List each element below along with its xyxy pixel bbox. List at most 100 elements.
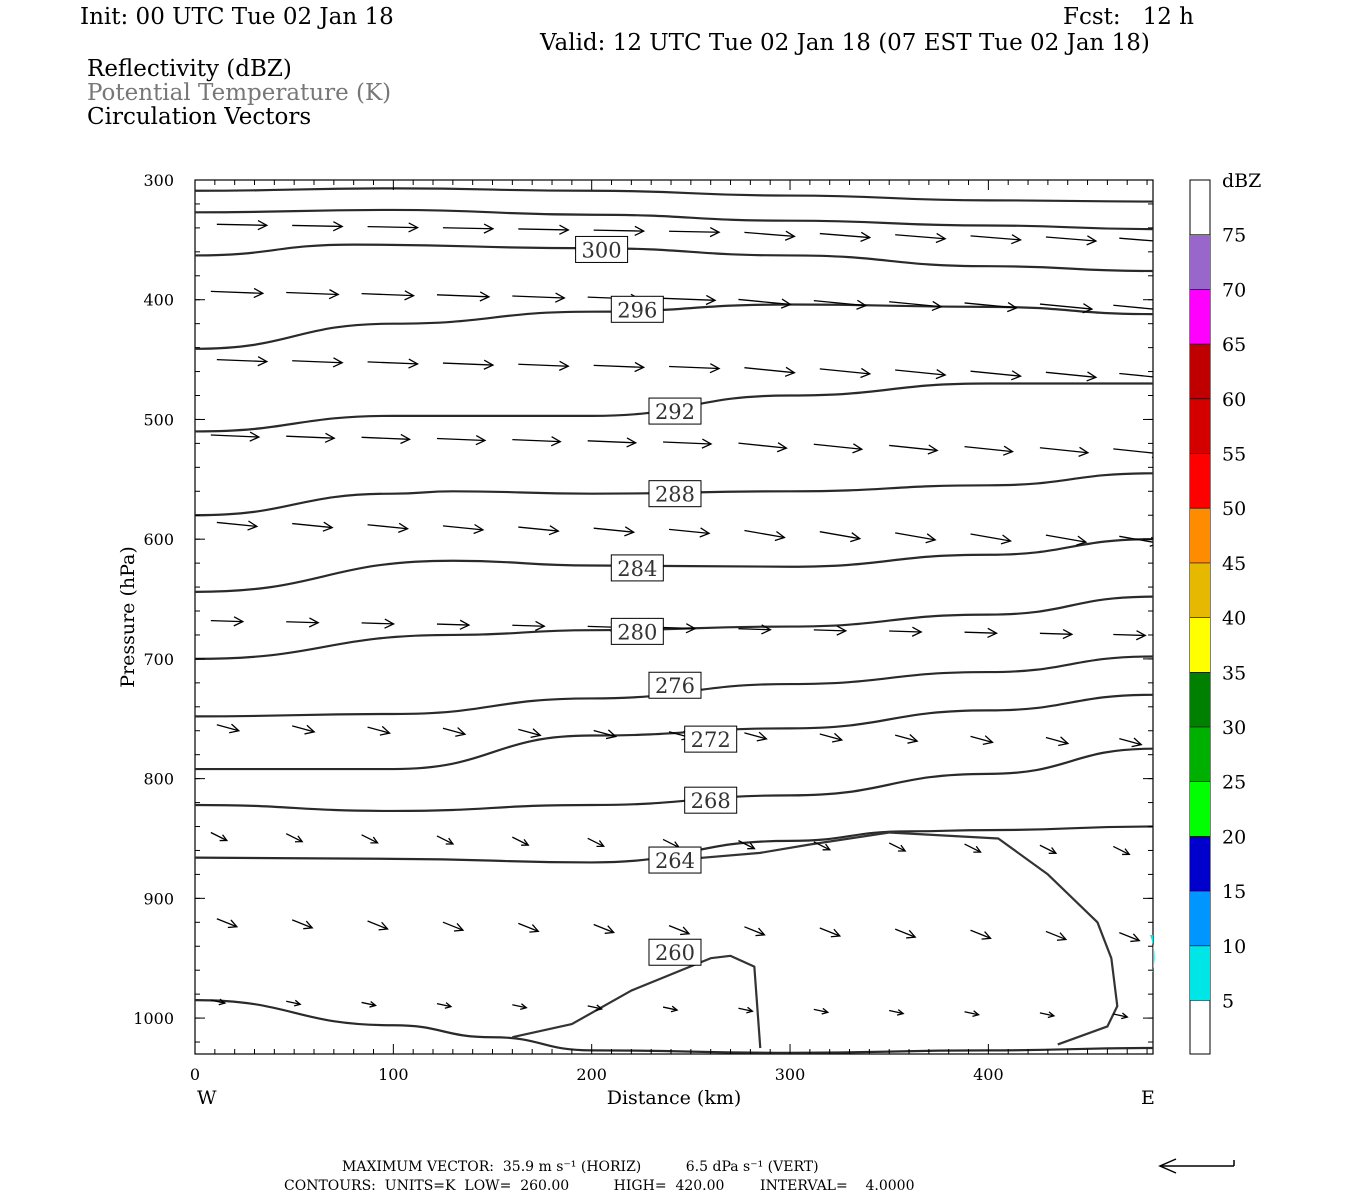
vector-shaft (587, 440, 636, 444)
colorbar-segment (1190, 234, 1210, 290)
vector-shaft (442, 525, 484, 531)
vector-head (554, 292, 566, 303)
vector-shaft (1113, 448, 1153, 454)
vector-head (483, 223, 495, 234)
vector-shaft (738, 298, 791, 306)
vector-shaft (436, 835, 454, 845)
colorbar-segment (1190, 891, 1210, 946)
contour-label-box (684, 725, 738, 753)
vector-shaft (367, 361, 418, 365)
contour-label: 268 (691, 789, 731, 813)
vector-head (257, 356, 269, 367)
contour-label-box (610, 617, 664, 645)
vector-shaft (442, 227, 493, 230)
max-vector-info: MAXIMUM VECTOR: 35.9 m s⁻¹ (HORIZ) 6.5 d… (342, 1159, 819, 1175)
vector-head (680, 926, 691, 936)
vector-shaft (663, 441, 712, 445)
vector-shaft (819, 368, 870, 375)
vector-shaft (813, 443, 862, 450)
vector-head (475, 435, 487, 446)
vector-shaft (744, 231, 795, 238)
colorbar-segment (1190, 344, 1210, 399)
vector-head (634, 225, 646, 237)
vector-head (308, 617, 320, 628)
vector-head (927, 444, 939, 455)
vector-head (1082, 303, 1094, 314)
vector-shaft (1119, 372, 1153, 378)
vector-shaft (964, 1011, 979, 1016)
y-tick-label: 500 (143, 410, 174, 429)
y-tick-label: 700 (143, 650, 174, 669)
isentrope-line (195, 187, 1153, 203)
vector-head (931, 300, 943, 312)
vector-head (1078, 446, 1090, 457)
x-axis-label: Distance (km) (607, 1087, 742, 1109)
colorbar-label: 15 (1222, 881, 1246, 903)
isentrope-line (195, 472, 1153, 517)
vector-shaft (367, 225, 418, 229)
vector-head (981, 931, 992, 940)
vector-head (369, 1000, 377, 1008)
vector-head (1135, 630, 1147, 641)
east-label: E (1141, 1087, 1155, 1109)
vector-shaft (964, 302, 1017, 309)
vector-head (227, 919, 239, 929)
vector-shaft (1119, 535, 1153, 543)
vector-shaft (436, 294, 489, 298)
vector-shaft (436, 1002, 452, 1008)
vector-head (521, 838, 530, 846)
vector-shaft (1039, 447, 1088, 454)
vector-head (701, 438, 713, 449)
contour-label: 292 (655, 400, 695, 424)
vector-head (322, 521, 334, 532)
x-tick-label: 100 (378, 1065, 409, 1084)
vector-shaft (744, 926, 765, 936)
vector-shaft (819, 927, 841, 937)
isentrope-line (195, 693, 1153, 771)
vector-shaft (888, 842, 906, 852)
vector-shaft (286, 1000, 301, 1005)
colorbar-label: 35 (1222, 662, 1246, 684)
vector-shaft (292, 725, 315, 733)
vector-shaft (1045, 236, 1096, 242)
vector-shaft (1045, 930, 1067, 941)
vector-head (1002, 445, 1014, 456)
vector-shaft (813, 841, 831, 851)
vector-shaft (1045, 534, 1087, 543)
contour-label: 288 (655, 483, 695, 507)
colorbar-label: 40 (1222, 608, 1246, 630)
vector-shaft (291, 919, 313, 929)
vector-head (746, 1006, 754, 1014)
vector-head (907, 734, 919, 744)
isentrope-contours (195, 187, 1153, 1054)
vector-head (1062, 628, 1074, 640)
vector-head (1156, 305, 1165, 314)
contour-label-box (648, 480, 702, 508)
vector-shaft (970, 929, 991, 939)
vector-shaft (738, 1007, 753, 1012)
contour-label-box (610, 554, 664, 582)
colorbar-label: 10 (1222, 936, 1246, 958)
colorbar-title: dBZ (1222, 170, 1261, 192)
vector-shaft (518, 228, 569, 231)
colorbar-label: 45 (1222, 553, 1246, 575)
vector-shaft (216, 724, 240, 732)
colorbar-label: 70 (1222, 279, 1246, 301)
vector-head (1086, 371, 1098, 382)
vector-shaft (587, 837, 604, 847)
vector-head (604, 925, 616, 934)
vector-head (856, 299, 868, 310)
vector-head (935, 232, 947, 244)
vector-shaft (1039, 1012, 1055, 1017)
colorbar-label: 50 (1222, 498, 1246, 520)
vector-head (229, 723, 241, 734)
reference-vector (1158, 1158, 1235, 1174)
vector-head (776, 442, 788, 453)
vector-shaft (512, 295, 565, 299)
vector-head (408, 358, 420, 369)
contour-label-box (610, 295, 664, 323)
vector-head (911, 626, 923, 637)
y-tick-label: 600 (143, 530, 174, 549)
vector-head (295, 835, 304, 843)
